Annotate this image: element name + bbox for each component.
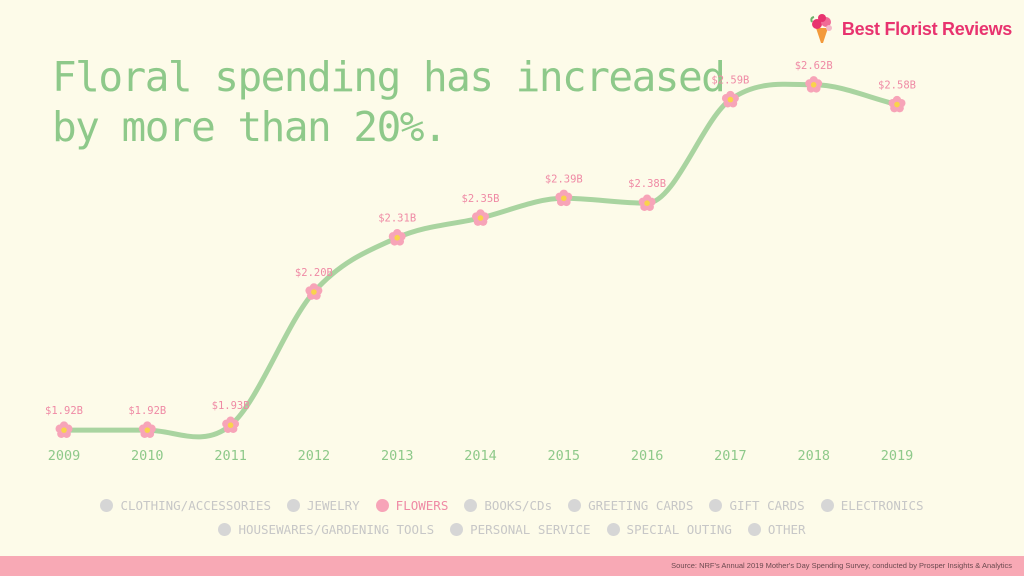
legend-item-gift-cards[interactable]: GIFT CARDS	[709, 498, 805, 513]
data-label-2010: $1.92B	[128, 405, 166, 417]
legend-dot	[820, 499, 834, 512]
legend-dot	[450, 523, 464, 536]
legend-item-flowers[interactable]: FLOWERS	[375, 498, 449, 513]
headline-line-2: by more than 20%.	[52, 103, 448, 151]
data-label-2009: $1.92B	[45, 405, 83, 417]
brand-logo: Best Florist Reviews	[808, 14, 1012, 44]
legend-item-jewelry[interactable]: JEWELRY	[286, 498, 360, 513]
legend-dot	[747, 523, 761, 536]
data-label-2016: $2.38B	[628, 178, 666, 190]
line-chart: $1.92B 2009 $1.92B 2010 $1.93B 2011 $2.20B 2012…	[45, 60, 916, 464]
series-line-flowers	[61, 81, 900, 440]
data-point-2010[interactable]	[138, 421, 156, 438]
data-label-2012: $2.20B	[295, 267, 333, 279]
x-tick-label-2017: 2017	[714, 448, 747, 464]
x-tick-label-2016: 2016	[631, 448, 664, 464]
x-tick-label-2018: 2018	[797, 448, 830, 464]
legend-label: JEWELRY	[306, 498, 360, 513]
legend-label: OTHER	[767, 522, 806, 537]
legend-row-1: CLOTHING/ACCESSORIES JEWELRY FLOWERS BOOKS/…	[0, 498, 1024, 513]
source-note: Source: NRF's Annual 2019 Mother's Day S…	[671, 561, 1012, 570]
headline-line-1: Floral spending has increased	[52, 53, 726, 101]
data-point-2009[interactable]	[55, 421, 73, 438]
legend-item-other[interactable]: OTHER	[747, 522, 806, 537]
legend-label: CLOTHING/ACCESSORIES	[120, 498, 271, 513]
legend-dot	[100, 499, 114, 512]
data-point-2015[interactable]	[555, 189, 573, 207]
x-tick-label-2009: 2009	[48, 448, 81, 464]
data-label-2013: $2.31B	[378, 213, 416, 225]
legend-item-greeting-cards[interactable]: GREETING CARDS	[568, 498, 693, 513]
legend-label: HOUSEWARES/GARDENING TOOLS	[238, 522, 435, 537]
legend-dot	[464, 499, 478, 512]
data-point-2016[interactable]	[638, 194, 656, 212]
brand-name: Best Florist Reviews	[841, 18, 1012, 39]
legend-label: GIFT CARDS	[729, 498, 805, 513]
legend-dot	[606, 523, 620, 536]
x-tick-label-2010: 2010	[131, 448, 164, 464]
data-point-2012[interactable]	[305, 283, 323, 300]
legend-dot	[709, 499, 723, 512]
legend-label: GREETING CARDS	[588, 498, 694, 513]
footer-bar: Source: NRF's Annual 2019 Mother's Day S…	[0, 556, 1024, 576]
legend-dot	[218, 523, 232, 536]
x-tick-label-2015: 2015	[548, 448, 581, 464]
data-label-2018: $2.62B	[795, 60, 833, 72]
bouquet-icon	[810, 14, 832, 43]
legend-dot	[286, 499, 300, 512]
legend-label: SPECIAL OUTING	[626, 522, 732, 537]
legend-dot	[568, 499, 582, 512]
data-label-2014: $2.35B	[462, 193, 500, 205]
data-point-2017[interactable]	[721, 90, 739, 108]
legend-item-special-outing[interactable]: SPECIAL OUTING	[606, 522, 732, 537]
x-tick-label-2012: 2012	[298, 448, 331, 464]
legend-dot	[375, 499, 389, 512]
data-label-2011: $1.93B	[212, 400, 250, 412]
data-point-2011[interactable]	[222, 416, 240, 434]
legend-label: BOOKS/CDs	[484, 498, 553, 513]
legend-item-clothing-accessories[interactable]: CLOTHING/ACCESSORIES	[100, 498, 271, 513]
x-tick-label-2014: 2014	[464, 448, 497, 464]
data-label-2015: $2.39B	[545, 173, 583, 185]
x-tick-label-2013: 2013	[381, 448, 414, 464]
legend-item-books-cds[interactable]: BOOKS/CDs	[464, 498, 552, 513]
x-tick-label-2011: 2011	[214, 448, 247, 464]
legend-item-housewares-gardening-tools[interactable]: HOUSEWARES/GARDENING TOOLS	[218, 522, 434, 537]
legend-label: FLOWERS	[395, 498, 449, 513]
data-label-2017: $2.59B	[711, 75, 749, 87]
legend-label: PERSONAL SERVICE	[470, 522, 591, 537]
data-label-2019: $2.58B	[878, 80, 916, 92]
x-tick-label-2019: 2019	[881, 448, 914, 464]
legend-item-electronics[interactable]: ELECTRONICS	[820, 498, 924, 513]
legend-item-personal-service[interactable]: PERSONAL SERVICE	[450, 522, 591, 537]
data-point-2019[interactable]	[888, 95, 906, 113]
data-point-2013[interactable]	[388, 229, 406, 246]
chart-headline: Floral spending has increased by more th…	[52, 52, 726, 152]
legend-row-2: HOUSEWARES/GARDENING TOOLS PERSONAL SERVI…	[0, 522, 1024, 537]
data-point-2014[interactable]	[472, 209, 489, 226]
legend-label: ELECTRONICS	[840, 498, 924, 513]
data-point-2018[interactable]	[805, 76, 823, 93]
